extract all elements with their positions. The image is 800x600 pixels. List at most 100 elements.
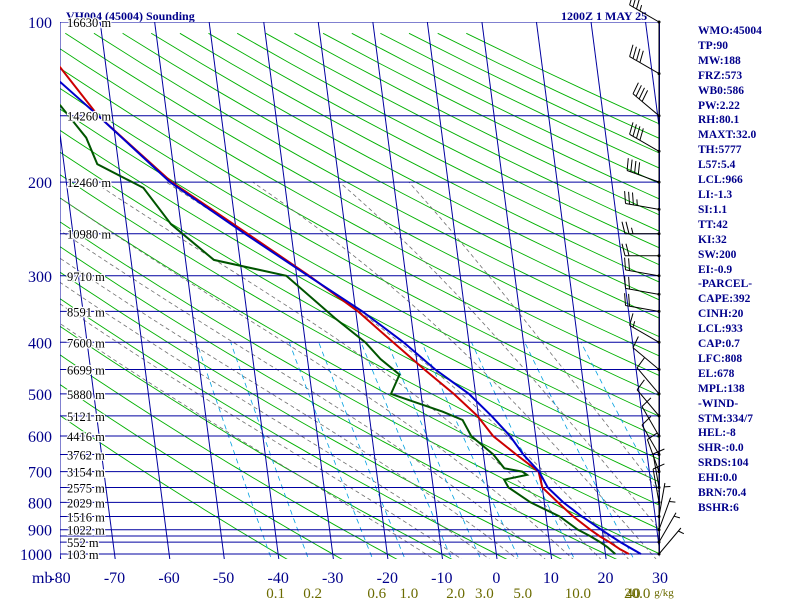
wind-barb-dot [657,528,661,532]
moist-adiabat-line [60,257,518,559]
dry-adiabat-line [60,221,660,555]
wind-barb-tick [628,293,630,307]
moist-adiabats [60,181,660,559]
wind-barb-staff [652,453,660,488]
wind-barb-dot [657,540,661,544]
mixing-ratio-unit: g/kg [654,587,674,599]
mixing-ratio-line [580,342,660,493]
temperature-tick-label: -30 [322,570,343,587]
dry-adiabat-line [60,246,618,559]
wind-barb-tick [641,416,652,426]
wind-barb-staff [641,424,660,455]
height-label: 1022 m [67,524,105,538]
temperature-tick-label: 10 [543,570,559,587]
index-item: EHI:0.0 [698,472,738,485]
pressure-tick-label: 900 [28,523,52,540]
mixing-ratio-label: 40 [626,586,641,600]
index-item: LI:-1.3 [698,188,733,201]
plot-frame [60,22,660,555]
wind-barb [641,397,661,438]
dry-adiabat-line [60,354,398,559]
wind-barb-dot [657,414,661,418]
wind-barb-staff [629,56,660,74]
wind-barb-half-tick [669,501,676,503]
index-item: BSHR:6 [698,502,739,514]
isotherm-line [263,22,334,559]
wind-barb-staff [632,93,660,117]
height-label: 552 m [67,536,99,550]
index-item: MW:188 [698,54,741,67]
wind-barb-dot [657,470,661,474]
dry-adiabat-line [60,174,660,506]
wind-barb-half-tick [631,227,634,234]
wind-barb-staff [629,4,660,23]
dry-adiabat-line [150,32,660,301]
wind-barb-tick [629,313,634,326]
index-item: MAXT:32.0 [698,129,757,142]
wind-barb-dot [657,434,661,438]
isotherm-line [426,22,498,559]
dry-adiabat-line [60,48,660,377]
wind-barb-dot [657,392,661,396]
index-item: SRDS:104 [698,457,749,470]
wind-barb-tick [626,158,629,171]
mixing-ratio-line [196,342,272,559]
wind-barb-tick [636,126,641,139]
wind-barb-dot [657,254,661,258]
wind-barb-dot [657,207,661,211]
index-item: CINH:20 [698,308,744,321]
index-item: SHR-:0.0 [698,442,744,455]
wind-barb-tick [628,276,630,290]
dry-adiabat-line [93,32,660,338]
wind-barb-staff [658,527,682,555]
wind-barb-staff [629,133,660,152]
valid-time: 1200Z 1 MAY 25 [561,9,648,23]
height-label: 7600 m [67,336,105,350]
wind-barb-tick [639,50,644,63]
wind-barb-dot [657,500,661,504]
height-label: 8591 m [67,305,105,319]
index-item: TT:42 [698,218,728,231]
index-item: -WIND- [698,397,739,410]
wind-barb [632,82,661,118]
index-item: CAP:0.7 [698,338,740,351]
pressure-tick-label: 100 [28,15,52,32]
wind-barb-tick [632,82,639,95]
wind-barb-staff [632,347,660,370]
wind-barb-tick [621,243,626,256]
temperature-tick-label: -40 [268,570,289,587]
mixing-ratio-line [421,342,520,559]
wind-barb-staff [625,305,660,312]
mixing-ratio-line [230,342,309,559]
wind-barb-tick [637,162,641,175]
wind-barb [621,243,661,258]
wind-barb-tick [652,448,665,455]
pressure-tick-label: 200 [28,175,52,192]
chart-title: VH004 (45004) Sounding [66,9,195,23]
height-label: 4416 m [67,430,105,444]
mixing-ratio-line [288,342,374,559]
wind-barb [629,122,661,153]
wind-barb-staff [636,389,660,417]
height-label: 5121 m [67,410,105,424]
index-item: TH:5777 [698,144,742,157]
temperature-tick-label: -50 [213,570,234,587]
dry-adiabat-line [60,414,288,559]
height-label: 1516 m [67,511,105,525]
mixing-ratio-line [318,342,406,559]
temperature-profile-line [60,65,630,555]
moist-adiabat-line [60,322,435,559]
wind-barb-tick [630,159,633,172]
height-label: 5880 m [67,388,105,402]
wind-barb-dot [657,515,661,518]
wind-barb-tick [647,432,658,441]
dry-adiabat-line [122,32,660,319]
index-item: LFC:808 [698,352,743,365]
wind-barb [629,0,661,24]
wind-barb-staff [641,406,660,437]
wind-barb-tick [634,160,637,174]
wind-barb-tick [625,243,630,256]
wind-barb [621,221,661,236]
wind-barb-dot [657,232,661,236]
